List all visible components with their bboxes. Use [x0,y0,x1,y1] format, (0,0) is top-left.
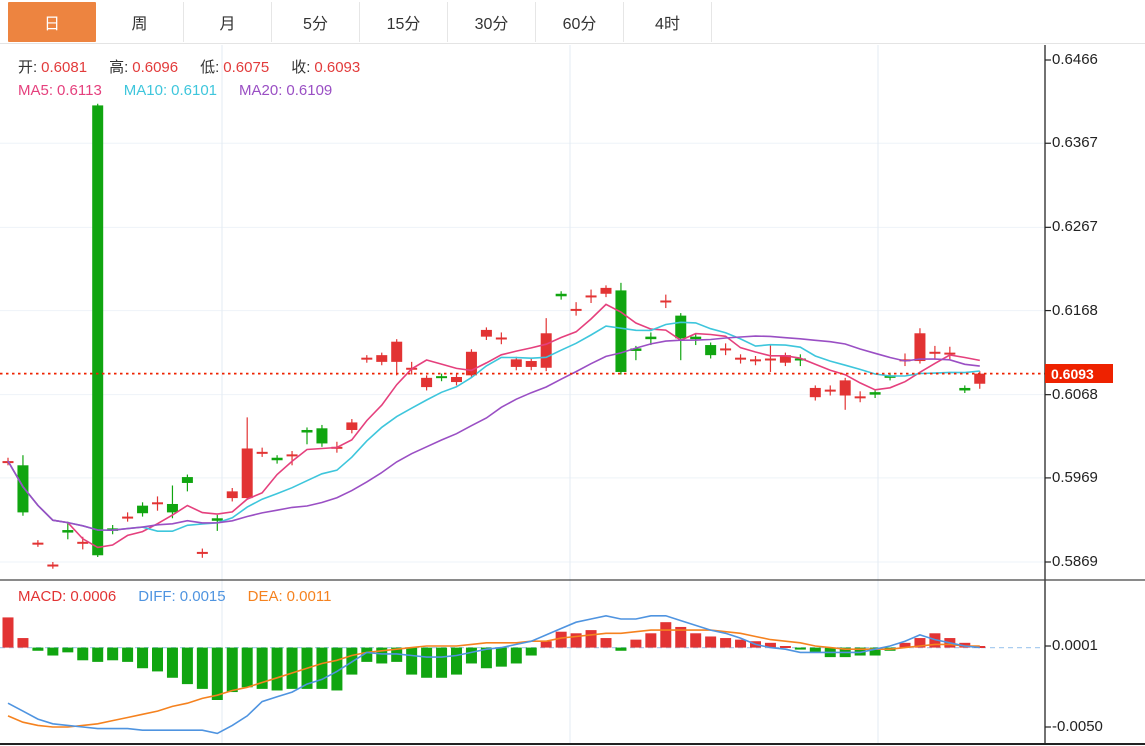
legend-ohlc-value-3: 0.6093 [314,59,361,76]
legend-ohlc-item-0: 开: 0.6081 [18,59,91,76]
legend-ohlc-value-1: 0.6096 [132,59,179,76]
legend-ohlc-label-2: 低: [200,59,220,76]
legend-ma-label-1: MA10: [123,82,168,99]
ma20-line [7,335,980,532]
ma10-line [7,321,980,533]
macd-legend: MACD: 0.0006 DIFF: 0.0015 DEA: 0.0011 [18,588,353,605]
dea-line [7,629,980,728]
legend-ma-label-0: MA5: [18,82,54,99]
legend-macd-value-0: 0.0006 [70,588,117,605]
legend-macd-value-2: 0.0011 [286,588,332,605]
macd-tick-1: -0.0050 [1052,718,1103,735]
tab-period-0[interactable]: 日 [8,2,96,42]
legend-ohlc-value-2: 0.6075 [223,59,270,76]
legend-ma-label-2: MA20: [239,82,283,99]
legend-ma-item-2: MA20: 0.6109 [239,82,336,99]
period-tab-bar: 日周月 5分 15分 30分 60分 4时 [0,0,1145,44]
legend-ohlc-label-3: 收: [291,59,311,76]
tab-period-7[interactable]: 4时 [624,2,712,42]
ma-legend: MA5: 0.6113 MA10: 0.6101 MA20: 0.6109 [18,82,354,99]
tab-period-1[interactable]: 周 [96,2,184,42]
tab-period-6[interactable]: 60分 [536,2,624,42]
legend-macd-item-1: DIFF: 0.0015 [138,588,229,605]
ohlc-legend: 开: 0.6081 高: 0.6096 低: 0.6075 收: 0.6093 [18,56,382,77]
legend-macd-label-0: MACD: [18,588,67,605]
legend-macd-value-1: 0.0015 [179,588,226,605]
panel-borders [0,45,1145,745]
legend-ohlc-label-0: 开: [18,59,38,76]
price-gridlines [0,142,1045,563]
price-tick-5: 0.5969 [1052,468,1098,486]
price-tick-3: 0.6168 [1052,301,1098,319]
tab-period-2[interactable]: 月 [184,2,272,42]
legend-ohlc-item-2: 低: 0.6075 [200,59,273,76]
legend-ohlc-label-1: 高: [109,59,129,76]
vertical-gridlines [221,45,879,743]
price-tick-0: 0.6466 [1052,51,1098,68]
legend-macd-item-2: DEA: 0.0011 [248,588,336,605]
price-tick-6: 0.5869 [1052,553,1098,570]
price-tick-1: 0.6367 [1052,134,1098,152]
legend-ma-item-1: MA10: 0.6101 [124,82,221,99]
macd-histogram [2,617,986,700]
tab-period-5[interactable]: 30分 [448,2,536,42]
legend-ma-value-1: 0.6101 [171,82,218,99]
price-tick-4: 0.6068 [1052,385,1098,403]
legend-ohlc-value-0: 0.6081 [41,59,88,76]
legend-macd-item-0: MACD: 0.0006 [18,588,120,605]
tab-period-4[interactable]: 15分 [360,2,448,42]
diff-line [7,614,980,735]
legend-ma-value-2: 0.6109 [286,82,333,99]
legend-macd-label-1: DIFF: [138,588,176,605]
ma5-line [7,303,980,549]
legend-ma-item-0: MA5: 0.6113 [18,82,106,99]
last-price-badge: 0.6093 [1045,364,1113,384]
legend-ohlc-item-3: 收: 0.6093 [291,59,364,76]
tab-period-3[interactable]: 5分 [272,2,360,42]
macd-tick-0: 0.0001 [1052,637,1098,654]
candles-layer [2,103,986,569]
legend-macd-label-2: DEA: [247,588,283,605]
legend-ohlc-item-1: 高: 0.6096 [109,59,182,76]
price-tick-2: 0.6267 [1052,218,1098,236]
legend-ma-value-0: 0.6113 [57,82,102,99]
